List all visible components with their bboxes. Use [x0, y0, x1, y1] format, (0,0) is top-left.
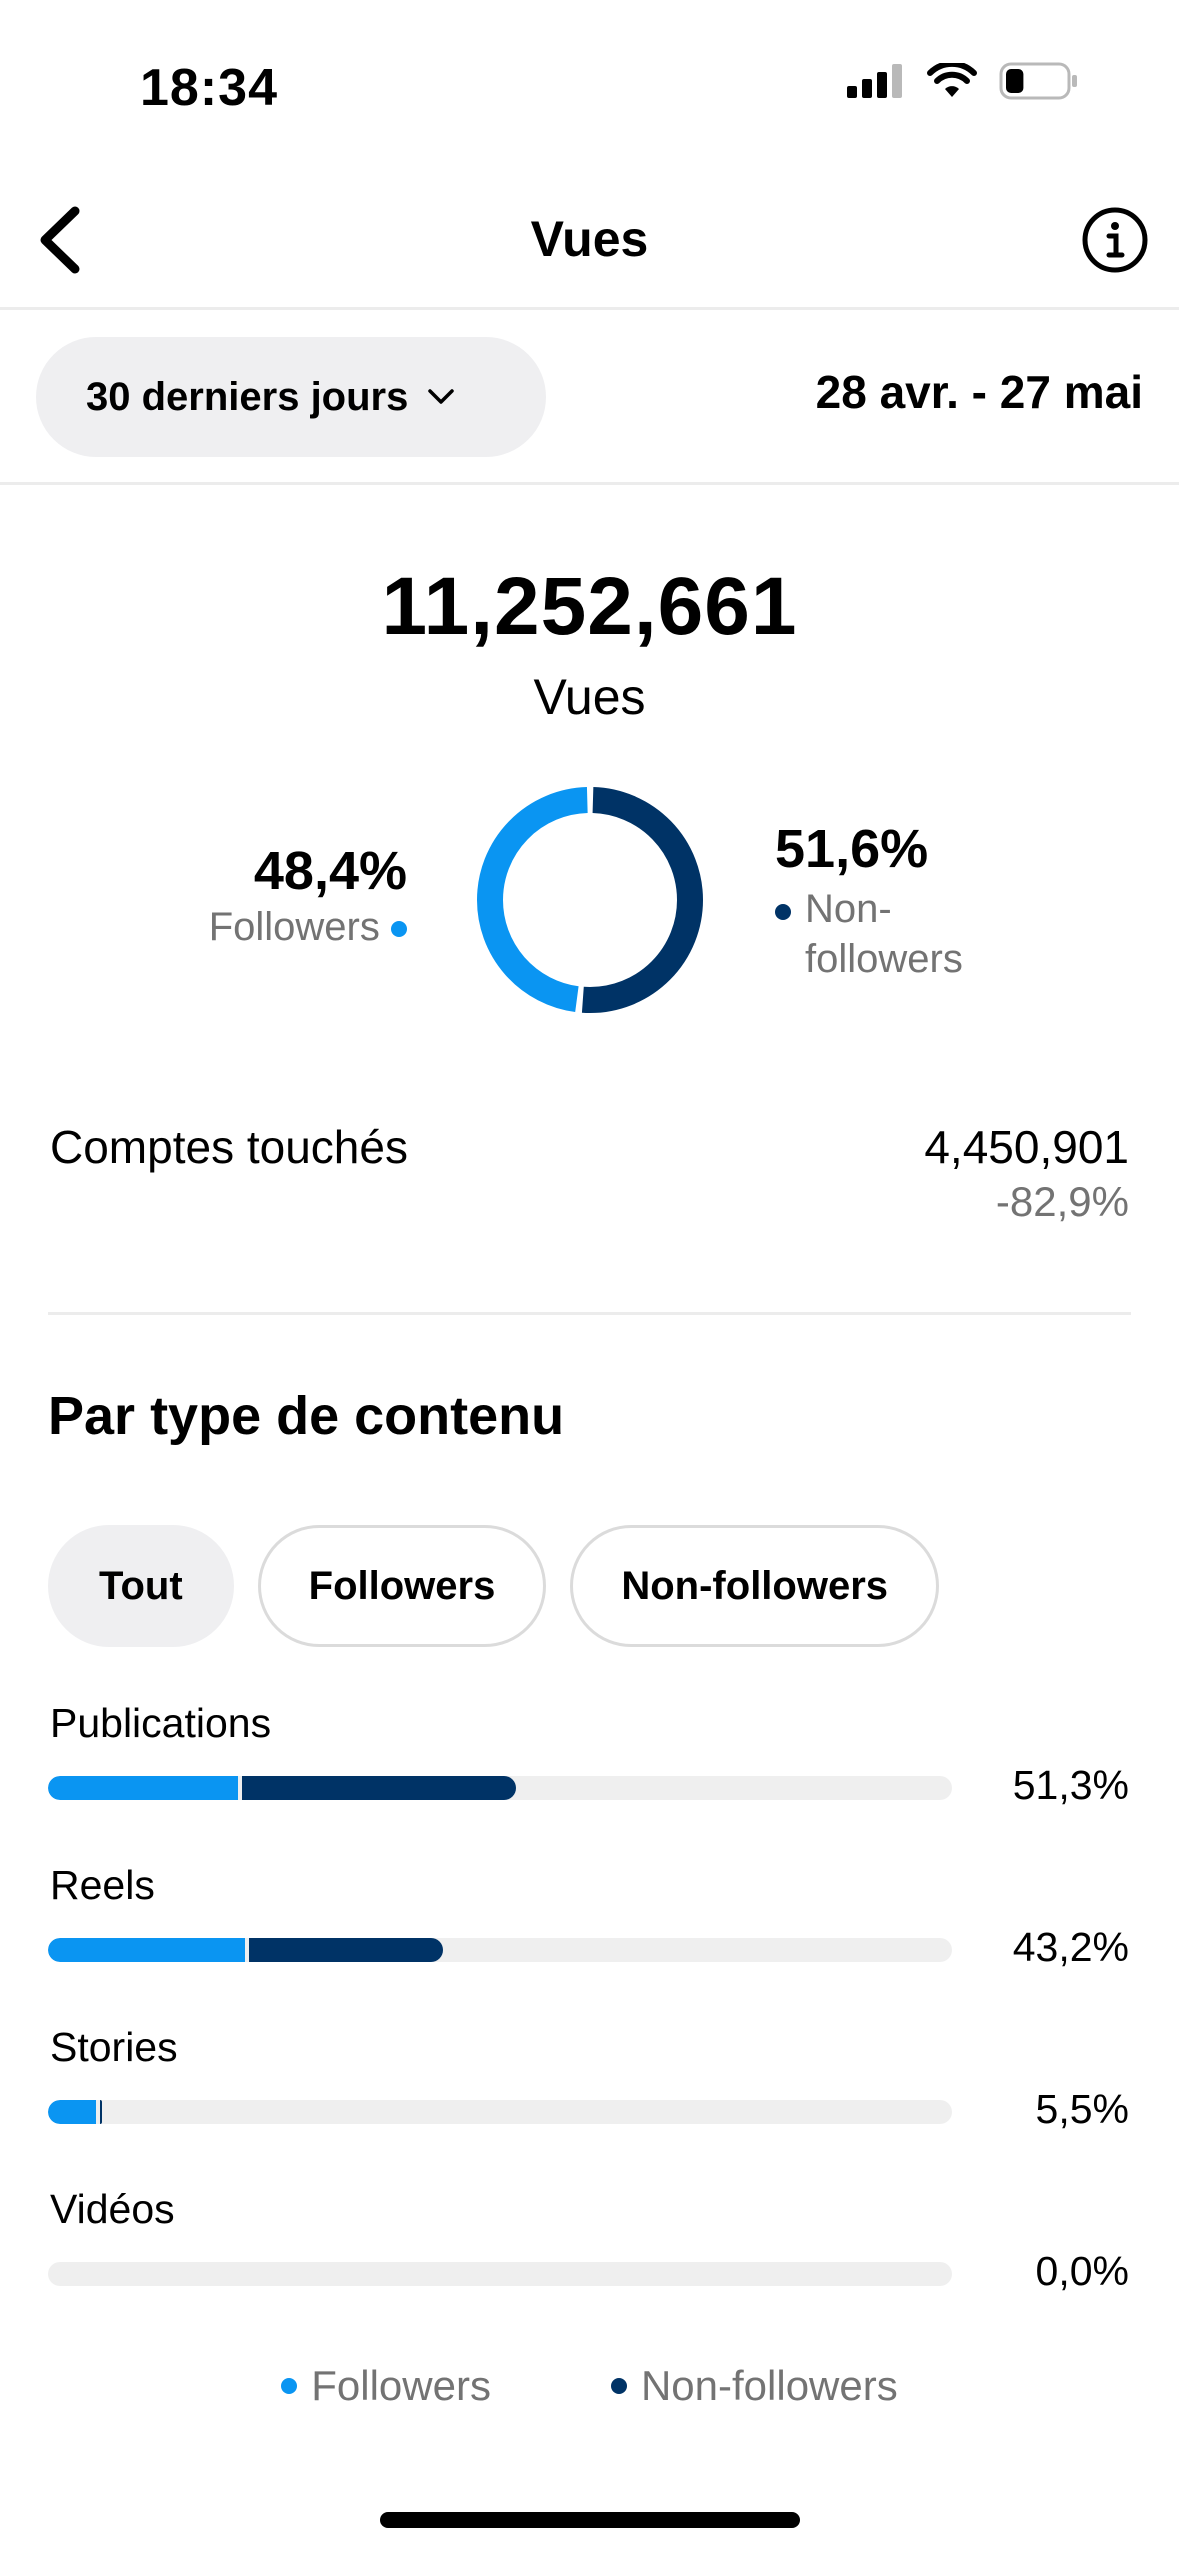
nonfollowers-share: 51,6% Non- followers	[775, 818, 963, 984]
progress-track	[48, 1776, 952, 1800]
content-type-list: Publications 51,3% Reels 43,2% Stories 5…	[48, 1700, 1131, 2348]
content-row-percent: 0,0%	[1035, 2248, 1129, 2294]
progress-track	[48, 2262, 952, 2286]
status-bar: 18:34	[0, 0, 1179, 170]
nonfollowers-percent: 51,6%	[775, 819, 929, 879]
accounts-reached-change: -82,9%	[995, 1178, 1129, 1225]
chip-followers[interactable]: Followers	[257, 1525, 547, 1647]
accounts-reached-row[interactable]: Comptes touchés 4,450,901 -82,9%	[48, 1115, 1131, 1315]
content-row-label: Vidéos	[50, 2186, 175, 2232]
content-row-videos: Vidéos 0,0%	[48, 2186, 1131, 2348]
chip-non-followers[interactable]: Non-followers	[570, 1525, 940, 1647]
accounts-reached-label: Comptes touchés	[50, 1121, 408, 1173]
donut-segment-followers	[477, 787, 703, 1013]
content-row-reels: Reels 43,2%	[48, 1862, 1131, 2024]
cellular-signal-icon	[847, 64, 902, 98]
content-row-percent: 51,3%	[1012, 1762, 1129, 1808]
page-title: Vues	[530, 211, 649, 267]
legend-nonfollowers: Non-followers	[610, 2362, 898, 2410]
followers-percent: 48,4%	[253, 841, 407, 901]
chip-tout[interactable]: Tout	[48, 1525, 234, 1647]
content-row-label: Reels	[50, 1862, 155, 1908]
home-indicator[interactable]	[380, 2512, 800, 2528]
chevron-down-icon	[428, 389, 455, 404]
nav-bar: Vues	[0, 170, 1179, 310]
followers-dot-icon	[281, 2378, 298, 2394]
content-row-publications: Publications 51,3%	[48, 1700, 1131, 1862]
content-row-label: Stories	[50, 2024, 178, 2070]
status-time: 18:34	[140, 59, 278, 117]
info-icon	[1082, 207, 1148, 273]
legend-followers: Followers	[281, 2362, 491, 2410]
status-icons	[847, 62, 1079, 100]
progress-followers	[48, 2100, 96, 2124]
followers-dot-icon	[391, 921, 407, 938]
info-button[interactable]	[1077, 202, 1153, 278]
content-row-stories: Stories 5,5%	[48, 2024, 1131, 2186]
nonfollowers-label: Non- followers	[805, 887, 963, 981]
total-views-value: 11,252,661	[381, 561, 798, 652]
progress-nonfollowers	[249, 1938, 443, 1962]
content-row-percent: 5,5%	[1035, 2086, 1129, 2132]
followers-label: Followers	[208, 905, 380, 949]
progress-nonfollowers	[99, 2100, 102, 2124]
content-row-percent: 43,2%	[1012, 1924, 1129, 1970]
period-label: 30 derniers jours	[86, 374, 409, 419]
nonfollowers-dot-icon	[610, 2378, 627, 2394]
progress-nonfollowers	[241, 1776, 516, 1800]
filter-row: 30 derniers jours 28 avr. - 27 mai	[0, 313, 1179, 485]
donut-segment-nonfollowers	[477, 787, 703, 1013]
progress-track	[48, 1938, 952, 1962]
total-views-label: Vues	[533, 669, 646, 725]
followers-share: 48,4% Followers	[209, 840, 407, 952]
period-dropdown[interactable]: 30 derniers jours	[36, 337, 546, 457]
chart-legend: Followers Non-followers	[0, 2362, 1179, 2410]
nonfollowers-dot-icon	[775, 904, 791, 920]
views-donut-chart	[477, 787, 703, 1013]
progress-track	[48, 2100, 952, 2124]
progress-followers	[48, 1776, 238, 1800]
chevron-left-icon	[40, 206, 80, 274]
battery-icon	[999, 62, 1077, 100]
progress-followers	[48, 1938, 246, 1962]
section-title: Par type de contenu	[48, 1386, 565, 1446]
audience-filter-chips: Tout Followers Non-followers	[48, 1525, 940, 1647]
wifi-icon	[927, 63, 977, 97]
accounts-reached-value: 4,450,901	[924, 1121, 1129, 1173]
back-button[interactable]	[20, 200, 100, 280]
content-row-label: Publications	[50, 1700, 272, 1746]
date-range: 28 avr. - 27 mai	[815, 366, 1143, 418]
